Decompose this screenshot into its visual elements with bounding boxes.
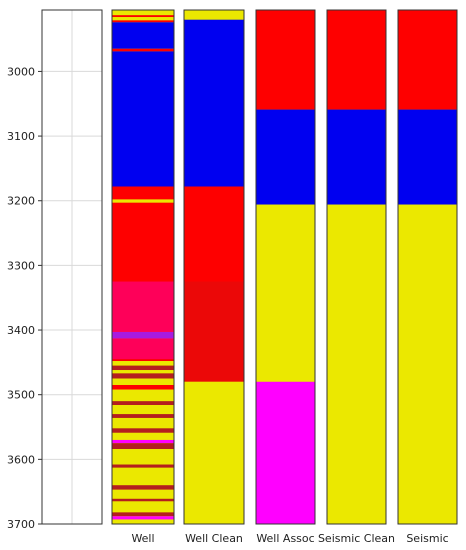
- track-label: Well Assoc: [256, 532, 314, 545]
- facies-interval: [398, 204, 457, 524]
- track-frame: [397, 9, 458, 525]
- facies-interval: [398, 109, 457, 205]
- y-tick-label: 3300: [7, 259, 35, 272]
- facies-interval: [112, 373, 174, 379]
- track-frame: [111, 9, 175, 525]
- track-3: [255, 9, 316, 525]
- facies-interval: [112, 405, 174, 415]
- track-label: Seismic Clean: [318, 532, 395, 545]
- facies-interval: [112, 428, 174, 433]
- facies-interval: [112, 467, 174, 486]
- y-tick-label: 3500: [7, 389, 35, 402]
- facies-overlay: [184, 281, 244, 382]
- y-tick-label: 3200: [7, 195, 35, 208]
- facies-interval: [256, 10, 315, 110]
- track-frame: [255, 9, 316, 525]
- facies-interval: [112, 414, 174, 418]
- facies-interval: [112, 186, 174, 200]
- facies-interval: [112, 51, 174, 187]
- track-label: Seismic: [406, 532, 448, 545]
- track-labels: Well Well Clean Well Assoc Seismic Clean Sei…: [131, 532, 448, 545]
- facies-interval: [112, 199, 174, 203]
- facies-interval: [184, 10, 244, 20]
- facies-interval: [112, 361, 174, 366]
- facies-interval: [112, 48, 174, 52]
- track-label: Well Clean: [185, 532, 243, 545]
- track-frame: [41, 9, 103, 525]
- facies-interval: [327, 10, 386, 110]
- facies-interval: [184, 186, 244, 382]
- facies-interval: [112, 519, 174, 524]
- facies-interval: [256, 381, 315, 524]
- facies-interval: [112, 17, 174, 21]
- facies-interval: [327, 109, 386, 205]
- track-label: Well: [131, 532, 154, 545]
- facies-interval: [112, 498, 174, 502]
- facies-interval: [112, 449, 174, 465]
- facies-interval: [112, 10, 174, 16]
- y-tick-label: 3700: [7, 518, 35, 531]
- facies-interval: [112, 370, 174, 374]
- facies-interval: [256, 109, 315, 205]
- facies-interval: [256, 204, 315, 382]
- facies-interval: [112, 501, 174, 513]
- facies-interval: [112, 331, 174, 339]
- depth-axis: 3000 3100 3200 3300 3400 3500 3600 3700: [7, 65, 42, 531]
- facies-interval: [327, 204, 386, 524]
- track-2: [183, 9, 245, 525]
- facies-interval: [112, 512, 174, 517]
- y-tick-label: 3100: [7, 130, 35, 143]
- facies-interval: [184, 19, 244, 187]
- facies-interval: [112, 202, 174, 332]
- facies-interval: [112, 489, 174, 499]
- facies-interval: [112, 401, 174, 406]
- facies-interval: [184, 381, 244, 524]
- facies-interval: [112, 439, 174, 444]
- track-5: [397, 9, 458, 525]
- facies-interval: [398, 10, 457, 110]
- facies-interval: [112, 443, 174, 450]
- track-1: [111, 9, 175, 525]
- facies-interval: [112, 464, 174, 468]
- facies-overlay: [112, 281, 174, 360]
- facies-interval: [112, 378, 174, 385]
- y-tick-label: 3000: [7, 65, 35, 78]
- facies-interval: [112, 15, 174, 18]
- facies-interval: [112, 22, 174, 49]
- facies-interval: [112, 365, 174, 371]
- facies-interval: [112, 417, 174, 429]
- y-tick-label: 3400: [7, 324, 35, 337]
- track-4: [326, 9, 387, 525]
- track-frame: [326, 9, 387, 525]
- facies-interval: [112, 485, 174, 490]
- facies-interval: [112, 338, 174, 362]
- facies-interval: [112, 20, 174, 23]
- facies-interval: [112, 516, 174, 520]
- tracks-layer: [41, 9, 458, 525]
- facies-interval: [112, 384, 174, 390]
- track-frame: [183, 9, 245, 525]
- facies-interval: [112, 432, 174, 440]
- y-tick-label: 3600: [7, 453, 35, 466]
- facies-interval: [112, 389, 174, 402]
- track-0: [41, 9, 103, 525]
